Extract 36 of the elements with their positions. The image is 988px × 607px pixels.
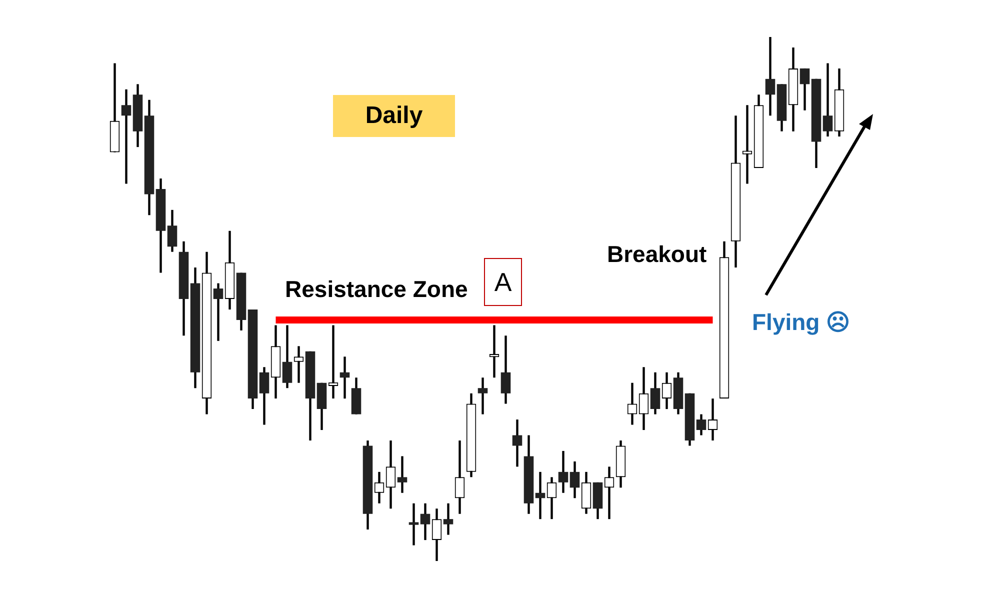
candlestick	[558, 450, 568, 494]
candlestick	[500, 334, 511, 405]
annotation: Breakout	[607, 241, 707, 268]
annotation: Resistance Zone	[285, 276, 468, 303]
candlestick	[535, 470, 546, 520]
candlestick	[478, 376, 488, 416]
candlestick	[374, 470, 384, 504]
candlestick	[570, 460, 580, 500]
text: Daily	[333, 95, 455, 137]
candlestick	[604, 466, 614, 520]
candlestick	[650, 371, 660, 416]
candlestick	[800, 67, 810, 112]
candlestick	[742, 104, 752, 185]
candlestick	[454, 439, 465, 515]
annotation: A	[484, 258, 522, 306]
candlestick	[822, 62, 833, 138]
candlestick	[696, 413, 706, 436]
candlestick	[282, 324, 292, 390]
annotation: Flying ☹	[752, 309, 850, 336]
candlestick	[121, 88, 132, 185]
candlestick	[397, 455, 408, 494]
candlestick	[213, 282, 224, 342]
candlestick	[627, 382, 638, 426]
candlestick	[432, 508, 442, 562]
candlestick	[259, 366, 270, 426]
candlestick	[708, 397, 718, 442]
candlestick	[638, 366, 649, 432]
candlestick	[167, 208, 178, 253]
candlestick	[512, 418, 522, 468]
candlestick	[443, 502, 454, 536]
candlestick	[386, 439, 396, 510]
candlestick	[765, 36, 776, 117]
candlestick	[408, 502, 419, 546]
candlestick	[294, 345, 304, 384]
candlestick	[340, 356, 350, 400]
candlestick	[420, 502, 430, 542]
